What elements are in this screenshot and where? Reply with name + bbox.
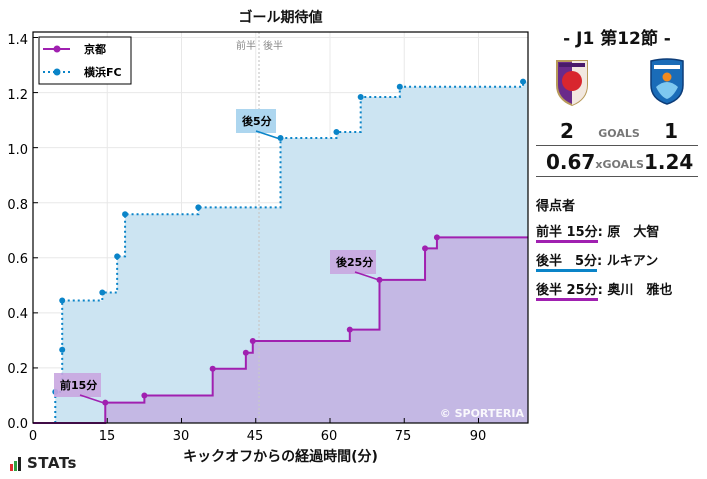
- logo-bar-black: [18, 457, 21, 471]
- kyoto-crest-icon: [556, 60, 588, 107]
- scorer-item: 後半 25分: 奥川 雅也: [536, 279, 698, 301]
- round-title: - J1 第12節 -: [563, 29, 671, 49]
- yokohama-xg-line: [54, 80, 528, 423]
- first-half-label: 前半: [236, 39, 256, 52]
- legend: 京都 横浜FC: [38, 36, 132, 85]
- svg-text:60: 60: [321, 429, 338, 444]
- axis-ticks: [32, 37, 479, 424]
- svg-text:1.4: 1.4: [7, 33, 28, 48]
- home-xg: 0.67: [546, 150, 596, 174]
- svg-text:0.4: 0.4: [7, 307, 28, 322]
- watermark: © SPORTERIA: [440, 407, 525, 420]
- logo-text: STATs: [27, 454, 77, 472]
- x-tick-labels: 0 15 30 45 60 75 90: [29, 429, 486, 444]
- logo-bar-red: [10, 464, 13, 471]
- annotation-yokohama-5: 後5分: [236, 109, 281, 140]
- logo-bar-green: [14, 461, 17, 471]
- scorer-name: : ルキアン: [597, 254, 659, 269]
- scorer-time: 前半 15分: [536, 226, 598, 243]
- svg-text:0.2: 0.2: [7, 362, 28, 377]
- away-xg: 1.24: [643, 150, 694, 174]
- legend-yokohama-label: 横浜FC: [84, 65, 122, 79]
- goals-row: 2 GOALS 1: [536, 119, 698, 146]
- kyoto-fill-area: [33, 237, 528, 423]
- second-half-label: 後半: [263, 39, 283, 52]
- svg-text:0.0: 0.0: [7, 417, 28, 432]
- goals-label: GOALS: [598, 127, 640, 140]
- svg-text:1.2: 1.2: [7, 88, 28, 103]
- team-badges: [536, 57, 698, 117]
- kyoto-xg-line: [33, 236, 528, 424]
- scorer-name: : 奥川 雅也: [597, 283, 673, 298]
- y-tick-labels: 0.0 0.2 0.4 0.6 0.8 1.0 1.2 1.4: [7, 33, 28, 432]
- yokohama-crest-icon: [650, 58, 684, 105]
- plot-frame: [32, 31, 529, 424]
- svg-text:30: 30: [173, 429, 190, 444]
- svg-text:90: 90: [470, 429, 487, 444]
- svg-text:15: 15: [99, 429, 116, 444]
- annotation-kyoto-70: 後25分: [330, 250, 380, 281]
- svg-text:1.0: 1.0: [7, 143, 28, 158]
- svg-text:75: 75: [395, 429, 412, 444]
- legend-kyoto-label: 京都: [84, 42, 106, 56]
- svg-text:前15分: 前15分: [60, 378, 97, 392]
- scorer-item: 前半 15分: 原 大智: [536, 221, 698, 243]
- svg-text:0.6: 0.6: [7, 252, 28, 267]
- legend-yokohama-marker: [53, 68, 61, 76]
- svg-text:後25分: 後25分: [336, 255, 373, 269]
- scorer-item: 後半 5分: ルキアン: [536, 250, 698, 272]
- annotation-kyoto-15: 前15分: [54, 373, 105, 404]
- legend-kyoto-marker: [53, 45, 61, 53]
- xgoals-label: xGOALS: [595, 158, 644, 171]
- stats-logo: STATs: [10, 456, 77, 471]
- match-summary-panel: - J1 第12節 - 2 GOALS 1 0.67 xGOALS 1.24 得…: [536, 24, 698, 301]
- x-axis-label: キックオフからの経過時間(分): [183, 449, 378, 465]
- svg-text:後5分: 後5分: [242, 114, 272, 128]
- scorers-title: 得点者: [536, 199, 576, 214]
- chart-title: ゴール期待値: [238, 10, 323, 26]
- scorer-time: 後半 5分: [536, 255, 598, 272]
- scorer-name: : 原 大智: [597, 225, 660, 240]
- scorer-time: 後半 25分: [536, 284, 598, 301]
- xgoals-row: 0.67 xGOALS 1.24: [536, 146, 698, 177]
- svg-text:0: 0: [29, 429, 37, 444]
- svg-text:0.8: 0.8: [7, 198, 28, 213]
- away-goals: 1: [664, 119, 678, 143]
- svg-text:45: 45: [247, 429, 264, 444]
- home-goals: 2: [560, 119, 574, 143]
